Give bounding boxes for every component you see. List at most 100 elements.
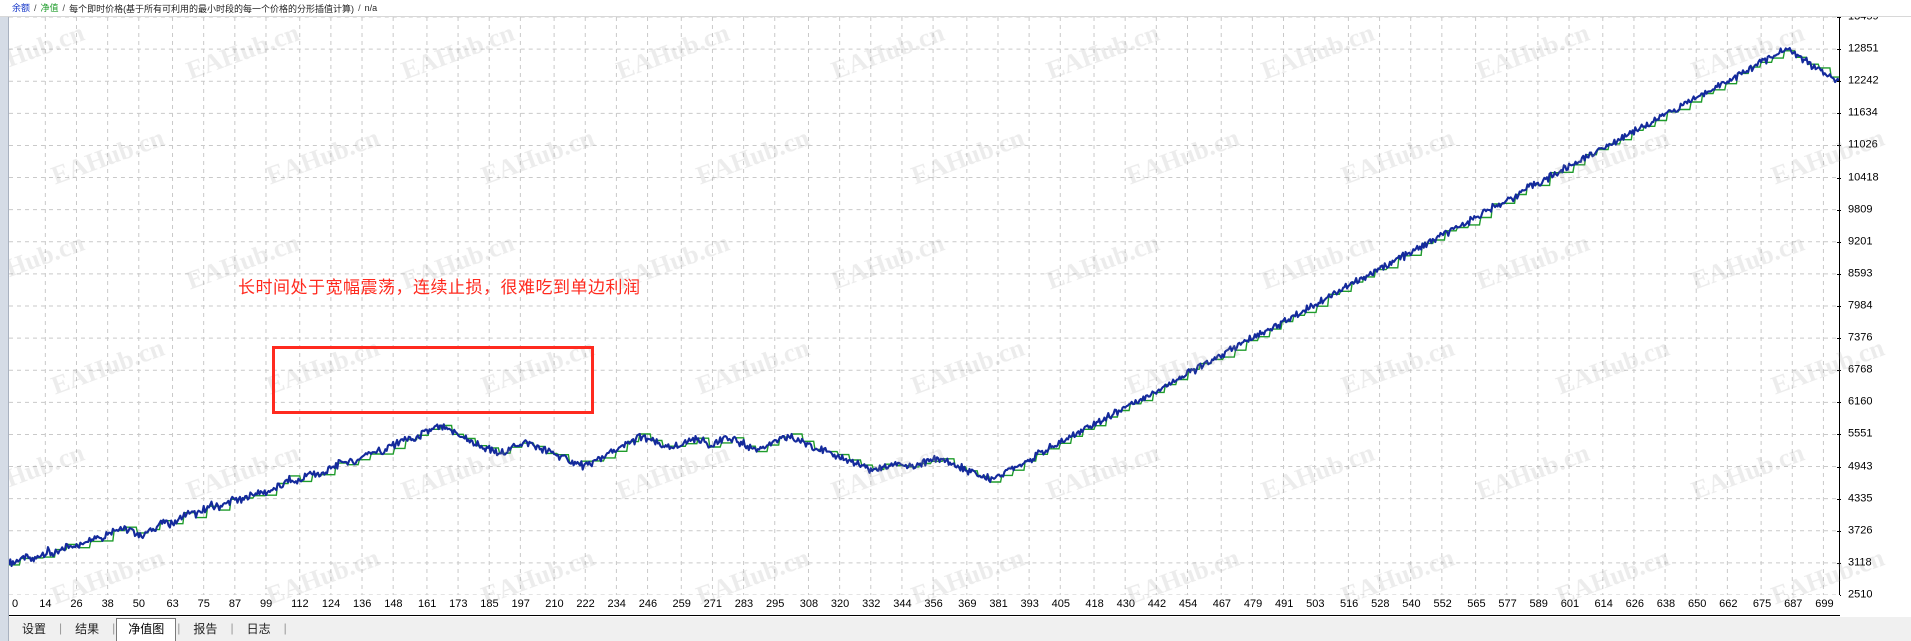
- chart-series-lines: [9, 46, 1839, 568]
- x-axis-tick-label: 491: [1275, 598, 1294, 610]
- tab-5[interactable]: 日志: [246, 622, 271, 636]
- x-axis-tick-label: 418: [1085, 598, 1104, 610]
- x-axis-tick-label: 601: [1560, 598, 1580, 610]
- y-axis-tick-label: 2510: [1848, 588, 1873, 601]
- x-axis-tick-label: 50: [132, 598, 145, 610]
- y-axis-tick-label: 12851: [1848, 42, 1879, 55]
- y-axis-tick-mark: [1837, 241, 1841, 243]
- y-axis-tick-label: 4943: [1848, 460, 1873, 473]
- y-axis-tick-mark: [1837, 370, 1841, 372]
- y-axis-tick-label: 3118: [1848, 556, 1872, 569]
- y-axis-tick-mark: [1837, 466, 1841, 468]
- tab-separator: |: [283, 621, 287, 635]
- x-axis-tick-label: 479: [1243, 598, 1263, 610]
- y-axis-tick-label: 3726: [1848, 524, 1873, 537]
- x-axis-tick-label: 148: [384, 598, 403, 610]
- x-axis-tick-label: 369: [958, 598, 977, 610]
- x-axis-tick-label: 589: [1529, 598, 1548, 610]
- y-axis-tick-label: 6160: [1848, 395, 1873, 408]
- y-axis-tick-mark: [1837, 49, 1841, 51]
- x-axis-tick-label: 565: [1467, 598, 1486, 610]
- y-axis-tick-label: 6768: [1848, 363, 1873, 376]
- x-axis-tick-label: 185: [480, 598, 499, 610]
- y-axis-tick-mark: [1837, 17, 1841, 18]
- x-axis-tick-label: 528: [1371, 598, 1390, 610]
- y-axis-tick-mark: [1837, 402, 1841, 404]
- legend-separator-2: /: [62, 3, 66, 13]
- x-axis-tick-label: 614: [1594, 598, 1613, 610]
- x-axis-tick-label: 271: [703, 598, 723, 610]
- x-axis-tick-label: 332: [862, 598, 881, 610]
- x-axis-tick-label: 26: [70, 598, 83, 610]
- x-axis-tick-label: 295: [765, 598, 785, 610]
- x-axis-tick-label: 626: [1625, 598, 1644, 610]
- y-axis-tick-mark: [1837, 498, 1841, 500]
- legend-spread-value: n/a: [364, 3, 378, 13]
- y-axis-tick-label: 4335: [1848, 492, 1873, 505]
- equity-line: [9, 46, 1839, 568]
- y-axis-tick-mark: [1837, 209, 1841, 211]
- x-axis-tick-label: 99: [259, 598, 273, 610]
- x-axis-tick-label: 283: [734, 598, 754, 610]
- tester-tab-bar[interactable]: 设置 | 结果 | 净值图 | 报告 | 日志 |: [0, 616, 1911, 641]
- x-axis-tick-label: 540: [1402, 598, 1421, 610]
- y-axis-tick-label: 8593: [1848, 267, 1873, 280]
- y-axis-tick-label: 7984: [1848, 299, 1873, 312]
- x-axis-tick-label: 197: [511, 598, 530, 610]
- x-axis-tick-label: 136: [353, 598, 372, 610]
- tab-4[interactable]: 报告: [193, 622, 218, 636]
- x-axis-tick-label: 393: [1020, 598, 1039, 610]
- y-axis-tick-mark: [1837, 113, 1841, 115]
- x-axis-tick-label: 577: [1498, 598, 1517, 610]
- x-axis-tick-label: 124: [321, 598, 341, 610]
- x-axis-tick-label: 381: [989, 598, 1008, 610]
- equity-chart-plot-area[interactable]: [9, 17, 1840, 595]
- window-left-gutter: [0, 0, 9, 641]
- chart-legend-bar: 余额 / 净值 / 每个即时价格(基于所有可利用的最小时段的每一个价格的分形插值…: [0, 0, 1911, 17]
- x-axis-tick-label: 467: [1212, 598, 1232, 610]
- chart-gridlines: [9, 17, 1839, 595]
- x-axis-tick-label: 442: [1147, 598, 1167, 610]
- x-axis-tick-label: 75: [197, 598, 210, 610]
- x-axis-tick-label: 0: [11, 598, 19, 610]
- x-axis-tick-label: 687: [1784, 598, 1803, 610]
- x-axis-tick-label: 246: [638, 598, 658, 610]
- y-axis-tick-label: 7376: [1848, 331, 1873, 344]
- tab-separator: |: [177, 621, 181, 635]
- x-axis-tick-label: 14: [39, 598, 52, 610]
- y-axis-tick-mark: [1837, 306, 1841, 308]
- tab-separator: |: [230, 621, 234, 635]
- x-axis-tick-label: 210: [545, 598, 564, 610]
- y-axis-tick-mark: [1837, 273, 1841, 275]
- x-axis-tick-label: 38: [101, 598, 114, 610]
- y-axis-tick-label: 9809: [1848, 203, 1873, 216]
- y-axis-tick-mark: [1837, 177, 1841, 179]
- tab-3[interactable]: 净值图: [116, 618, 177, 641]
- tab-1[interactable]: 设置: [22, 622, 47, 636]
- x-axis-tick-label: 638: [1656, 598, 1676, 610]
- x-axis-tick-label: 259: [672, 598, 691, 610]
- x-axis-tick-label: 308: [799, 598, 819, 610]
- legend-equity-label: 净值: [40, 2, 59, 13]
- x-axis-tick-label: 675: [1752, 598, 1772, 610]
- y-axis-tick-label: 5551: [1848, 427, 1873, 440]
- y-axis: 1345912851122421163411026104189809920185…: [1837, 11, 1911, 600]
- tab-separator: |: [59, 621, 63, 635]
- x-axis-tick-label: 234: [607, 598, 626, 610]
- y-axis-tick-mark: [1837, 145, 1841, 147]
- x-axis-tick-label: 405: [1051, 598, 1071, 610]
- x-axis-tick-label: 344: [893, 598, 912, 610]
- x-axis-tick-label: 356: [924, 598, 943, 610]
- tab-2[interactable]: 结果: [75, 622, 100, 636]
- equity-chart-svg: [9, 17, 1839, 595]
- y-axis-tick-mark: [1837, 81, 1841, 83]
- y-axis-tick-label: 12242: [1848, 74, 1879, 87]
- y-axis-tick-label: 9201: [1848, 235, 1873, 248]
- y-axis-tick-label: 10418: [1848, 171, 1879, 184]
- y-axis-tick-mark: [1837, 562, 1841, 564]
- y-axis-tick-label: 11026: [1848, 138, 1878, 151]
- x-axis-tick-label: 87: [228, 598, 242, 610]
- y-axis-tick-mark: [1837, 338, 1841, 340]
- x-axis-tick-label: 503: [1306, 598, 1325, 610]
